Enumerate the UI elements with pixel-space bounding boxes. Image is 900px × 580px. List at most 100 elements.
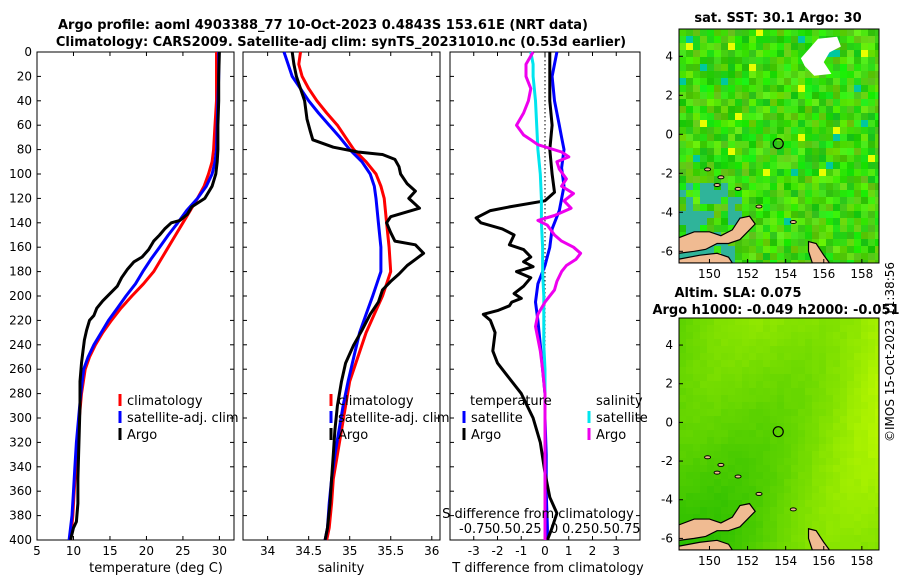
map-pixel <box>728 437 736 445</box>
map-pixel <box>798 232 806 240</box>
map-pixel <box>749 339 757 347</box>
map-pixel <box>742 246 750 254</box>
map-pixel <box>847 113 855 121</box>
map-pixel <box>784 500 792 508</box>
map-pixel <box>791 225 799 233</box>
map-pixel <box>735 64 743 72</box>
map-pixel <box>819 486 827 494</box>
map-pixel <box>791 253 799 261</box>
map-pixel <box>728 535 736 543</box>
series-line-satellite-adj-clim <box>282 51 383 541</box>
map-pixel <box>707 155 715 163</box>
map-pixel <box>742 360 750 368</box>
map-pixel <box>679 176 687 184</box>
map-pixel <box>763 339 771 347</box>
map-pixel <box>854 225 862 233</box>
map-pixel <box>840 528 848 536</box>
map-pixel <box>742 239 750 247</box>
map-pixel <box>756 50 764 58</box>
map-pixel <box>847 204 855 212</box>
map-pixel <box>742 190 750 198</box>
map-pixel <box>770 92 778 100</box>
map-pixel <box>770 458 778 466</box>
map-pixel <box>700 318 708 326</box>
map-pixel <box>826 134 834 142</box>
map-pixel <box>756 437 764 445</box>
map-pixel <box>728 218 736 226</box>
map-pixel <box>770 120 778 128</box>
map-pixel <box>805 43 813 51</box>
map-pixel <box>791 155 799 163</box>
map-pixel <box>679 162 687 170</box>
map-pixel <box>833 169 841 177</box>
map-pixel <box>700 57 708 65</box>
map-x-tick-label: 156 <box>812 267 835 281</box>
map-pixel <box>777 458 785 466</box>
map-y-tick-label: 0 <box>665 127 673 141</box>
map-pixel <box>812 437 820 445</box>
map-pixel <box>756 458 764 466</box>
map-pixel <box>861 57 869 65</box>
map-pixel <box>854 479 862 487</box>
map-pixel <box>805 78 813 86</box>
map-pixel <box>728 353 736 361</box>
map-pixel <box>742 528 750 536</box>
map-pixel <box>749 29 757 37</box>
map-pixel <box>700 190 708 198</box>
map-pixel <box>819 29 827 37</box>
map-pixel <box>686 479 694 487</box>
map-pixel <box>770 225 778 233</box>
map-pixel <box>875 29 879 37</box>
map-pixel <box>854 169 862 177</box>
map-pixel <box>819 430 827 438</box>
legend-heading-salinity: salinity <box>596 394 643 409</box>
map-pixel <box>784 325 792 333</box>
map-pixel <box>770 395 778 403</box>
map-pixel <box>784 542 792 550</box>
map-pixel <box>728 197 736 205</box>
map-pixel <box>791 479 799 487</box>
map-pixel <box>861 500 869 508</box>
map-pixel <box>679 50 687 58</box>
map-pixel <box>784 211 792 219</box>
map-pixel <box>854 190 862 198</box>
map-pixel <box>707 402 715 410</box>
map-pixel <box>707 64 715 72</box>
map-pixel <box>847 162 855 170</box>
map-pixel <box>854 339 862 347</box>
map-pixel <box>784 225 792 233</box>
map-pixel <box>763 402 771 410</box>
map-pixel <box>714 528 722 536</box>
map-pixel <box>721 85 729 93</box>
map-pixel <box>707 29 715 37</box>
map-pixel <box>854 141 862 149</box>
map-pixel <box>679 204 687 212</box>
map-pixel <box>777 239 785 247</box>
map-pixel <box>700 325 708 333</box>
map-pixel <box>784 197 792 205</box>
map-pixel <box>700 99 708 107</box>
map-pixel <box>833 71 841 79</box>
map-pixel <box>840 479 848 487</box>
map-pixel <box>798 141 806 149</box>
map-pixel <box>749 535 757 543</box>
map-pixel <box>791 339 799 347</box>
map-pixel <box>756 120 764 128</box>
map-pixel <box>714 197 722 205</box>
map-pixel <box>693 99 701 107</box>
map-pixel <box>868 183 876 191</box>
map-pixel <box>861 239 869 247</box>
map-pixel <box>735 246 743 254</box>
map-pixel <box>721 64 729 72</box>
map-pixel <box>847 367 855 375</box>
map-pixel <box>819 169 827 177</box>
map-pixel <box>693 318 701 326</box>
map-pixel <box>840 106 848 114</box>
map-pixel <box>679 36 687 44</box>
map-pixel <box>798 318 806 326</box>
map-pixel <box>728 430 736 438</box>
map-pixel <box>686 416 694 424</box>
map-pixel <box>812 367 820 375</box>
island <box>713 183 721 187</box>
map-pixel <box>742 92 750 100</box>
